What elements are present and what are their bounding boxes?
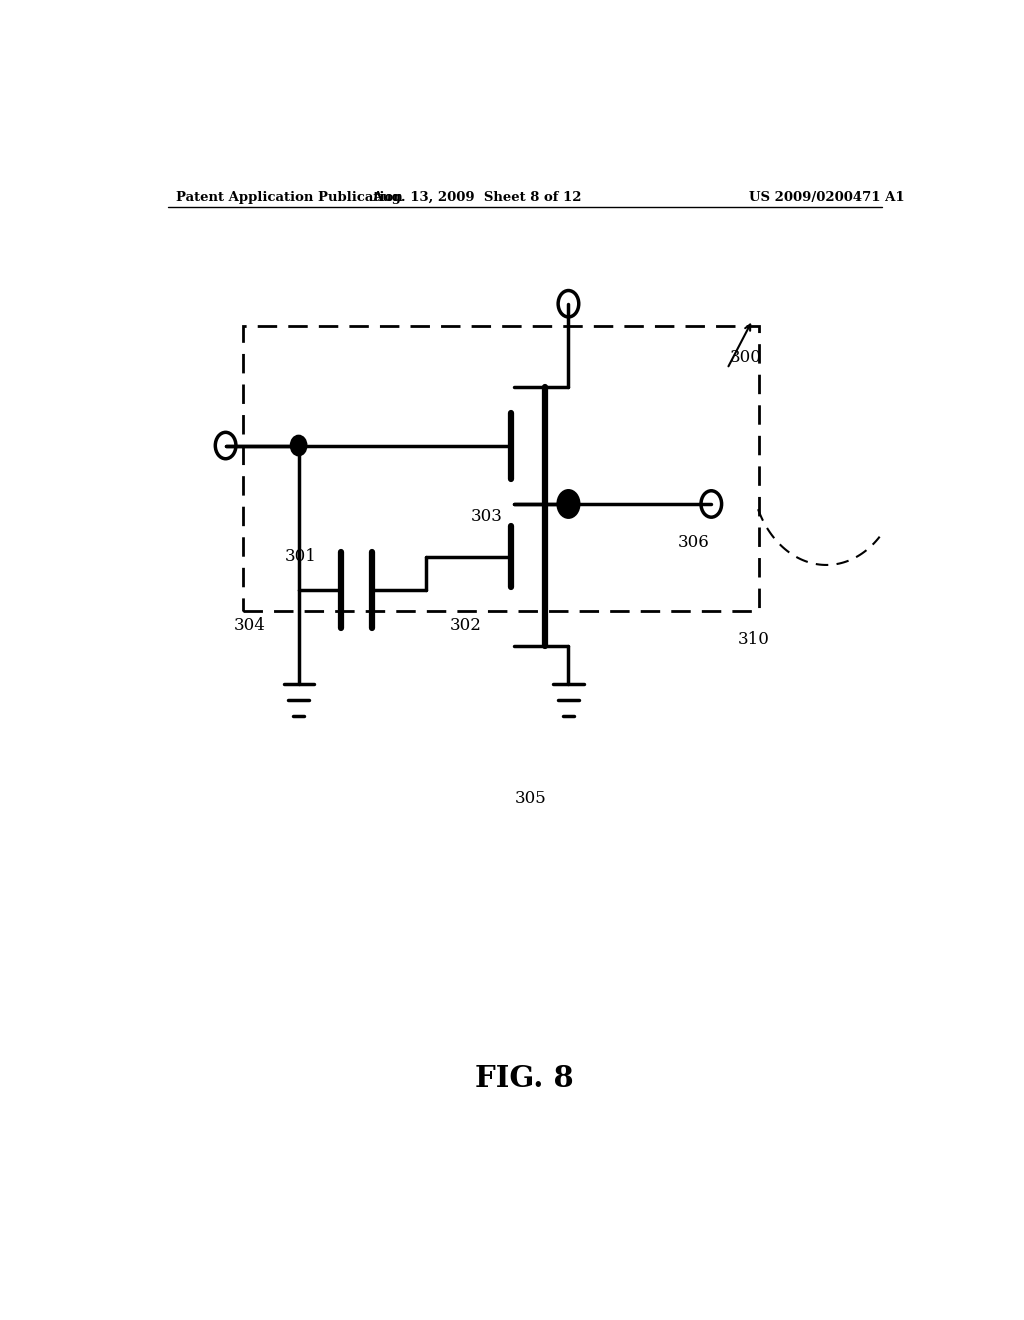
Text: 310: 310 — [737, 631, 769, 648]
Circle shape — [292, 437, 306, 454]
Text: 304: 304 — [233, 618, 265, 635]
Text: FIG. 8: FIG. 8 — [475, 1064, 574, 1093]
Text: Aug. 13, 2009  Sheet 8 of 12: Aug. 13, 2009 Sheet 8 of 12 — [373, 190, 582, 203]
Text: Patent Application Publication: Patent Application Publication — [176, 190, 402, 203]
Text: 303: 303 — [471, 508, 503, 524]
Text: 302: 302 — [450, 618, 481, 635]
Text: 306: 306 — [678, 535, 710, 550]
Text: 300: 300 — [729, 348, 762, 366]
Text: 305: 305 — [514, 791, 546, 808]
Circle shape — [558, 491, 579, 517]
Text: US 2009/0200471 A1: US 2009/0200471 A1 — [749, 190, 904, 203]
Text: 301: 301 — [285, 548, 317, 565]
